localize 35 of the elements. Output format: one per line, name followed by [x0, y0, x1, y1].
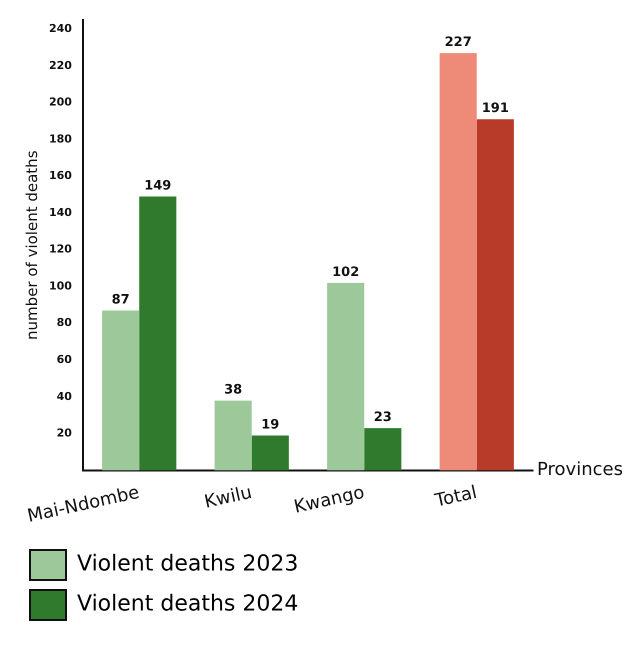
y-tick-label: 200: [48, 96, 72, 109]
x-tick-label: Kwango: [292, 482, 366, 518]
data-label: 87: [112, 292, 130, 308]
y-tick-label: 20: [56, 426, 72, 440]
bar: [214, 400, 252, 470]
x-tick-label: Kwilu: [202, 482, 254, 513]
bar: [476, 119, 514, 470]
bar: [440, 53, 477, 470]
y-tick-label: 240: [48, 22, 72, 36]
y-tick-label: 120: [48, 242, 72, 256]
data-label: 149: [144, 178, 172, 194]
y-tick-label: 80: [56, 316, 72, 330]
bar: [364, 428, 402, 470]
bar: [327, 282, 364, 470]
y-tick-label: 180: [48, 132, 72, 146]
y-axis-title: number of violent deaths: [22, 150, 41, 340]
data-label: 38: [224, 382, 242, 398]
bar: [139, 196, 176, 470]
bar: [102, 310, 140, 470]
x-tick-label: Total: [432, 482, 479, 512]
legend-label: Violent deaths 2024: [77, 592, 298, 617]
data-label: 191: [482, 101, 509, 116]
data-label: 19: [261, 417, 280, 432]
x-axis-title: Provinces: [537, 459, 623, 480]
bar: [252, 436, 289, 470]
data-label: 102: [332, 264, 360, 280]
y-tick-label: 160: [48, 169, 72, 182]
y-tick-label: 220: [48, 58, 72, 72]
y-tick-label: 140: [48, 206, 72, 219]
y-tick-label: 100: [48, 279, 72, 292]
y-tick-label: 60: [56, 352, 72, 366]
data-label: 227: [444, 34, 472, 50]
y-tick-label: 40: [56, 390, 72, 403]
legend-label: Violent deaths 2023: [77, 552, 298, 577]
data-label: 23: [374, 410, 392, 426]
